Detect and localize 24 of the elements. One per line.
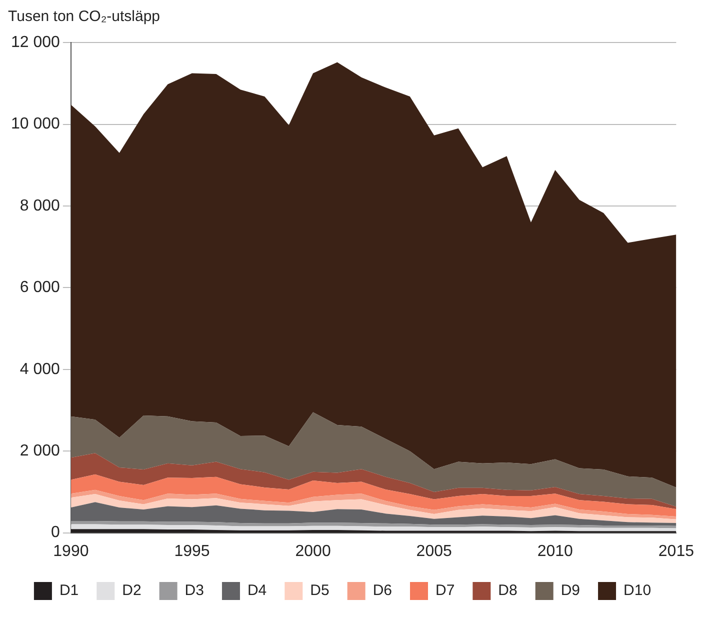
legend-label: D4 <box>247 582 267 600</box>
legend-label: D1 <box>59 582 79 600</box>
legend-label: D10 <box>624 582 652 600</box>
legend-label: D5 <box>310 582 330 600</box>
x-tick-label: 1990 <box>53 542 89 560</box>
y-tick-label: 12 000 <box>11 34 60 52</box>
legend-label: D6 <box>372 582 392 600</box>
x-tick-label: 2010 <box>537 542 574 560</box>
y-tick-label: 4 000 <box>20 360 60 378</box>
y-axis-title: Tusen ton CO₂-utsläpp <box>8 8 162 27</box>
x-tick-label: 2000 <box>295 542 331 560</box>
x-tick-label: 2015 <box>658 542 694 560</box>
legend-label: D7 <box>436 582 455 600</box>
legend-label: D2 <box>122 582 142 600</box>
y-tick-label: 8 000 <box>20 197 60 214</box>
y-tick-label: 2 000 <box>20 442 60 460</box>
x-tick-label: 1995 <box>174 542 210 560</box>
legend-label: D8 <box>498 582 518 600</box>
x-tick-label: 2005 <box>416 542 452 560</box>
y-tick-label: 10 000 <box>11 116 60 133</box>
y-tick-label: 6 000 <box>20 279 60 296</box>
y-tick-label: 0 <box>51 524 60 542</box>
legend-label: D3 <box>184 582 204 600</box>
legend-label: D9 <box>560 582 580 600</box>
